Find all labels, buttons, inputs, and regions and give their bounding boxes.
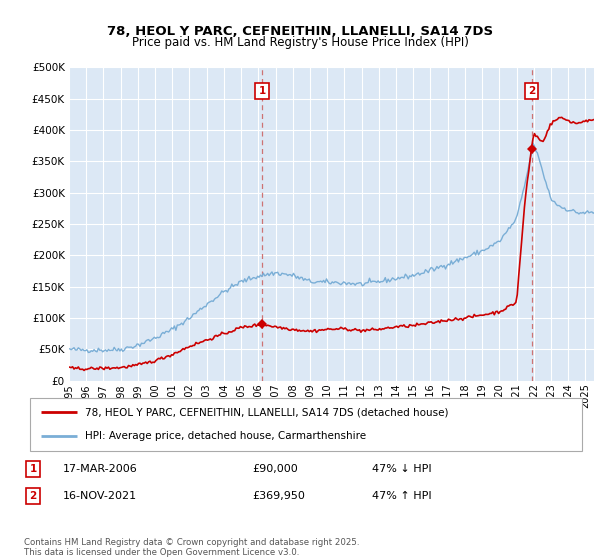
Text: 1: 1 xyxy=(259,86,266,96)
Text: Contains HM Land Registry data © Crown copyright and database right 2025.
This d: Contains HM Land Registry data © Crown c… xyxy=(24,538,359,557)
Text: Price paid vs. HM Land Registry's House Price Index (HPI): Price paid vs. HM Land Registry's House … xyxy=(131,36,469,49)
Text: £369,950: £369,950 xyxy=(252,491,305,501)
Text: 78, HEOL Y PARC, CEFNEITHIN, LLANELLI, SA14 7DS (detached house): 78, HEOL Y PARC, CEFNEITHIN, LLANELLI, S… xyxy=(85,408,449,418)
Text: 17-MAR-2006: 17-MAR-2006 xyxy=(63,464,138,474)
Text: HPI: Average price, detached house, Carmarthenshire: HPI: Average price, detached house, Carm… xyxy=(85,431,367,441)
Text: 2: 2 xyxy=(528,86,535,96)
Text: 2: 2 xyxy=(29,491,37,501)
Text: 78, HEOL Y PARC, CEFNEITHIN, LLANELLI, SA14 7DS: 78, HEOL Y PARC, CEFNEITHIN, LLANELLI, S… xyxy=(107,25,493,38)
Text: 1: 1 xyxy=(29,464,37,474)
Text: 47% ↓ HPI: 47% ↓ HPI xyxy=(372,464,431,474)
Text: 16-NOV-2021: 16-NOV-2021 xyxy=(63,491,137,501)
Text: £90,000: £90,000 xyxy=(252,464,298,474)
Text: 47% ↑ HPI: 47% ↑ HPI xyxy=(372,491,431,501)
